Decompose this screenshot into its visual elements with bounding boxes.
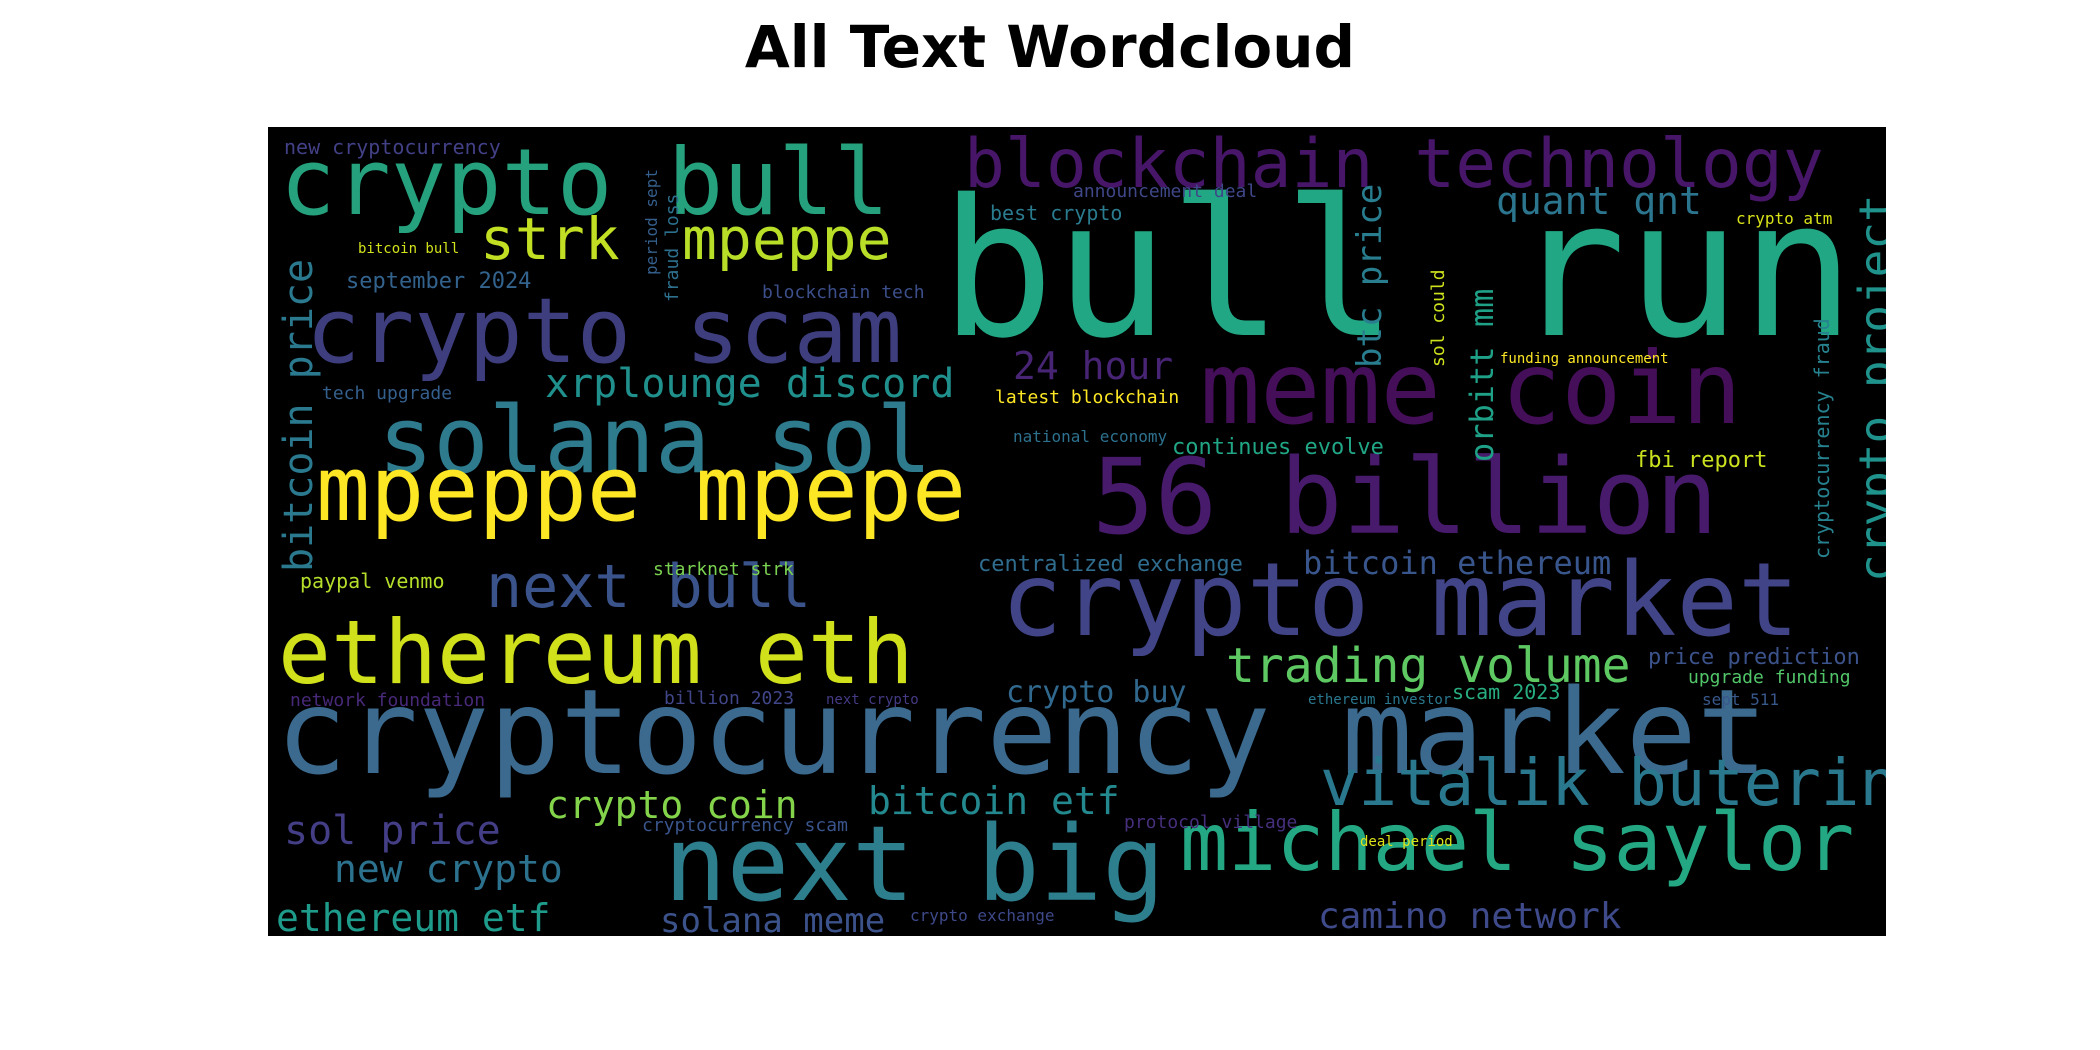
wordcloud-canvas: bull run cryptocurrency market 56 billion c… (268, 127, 1886, 936)
wordcloud-word: sol price (284, 808, 501, 854)
wordcloud-word: september 2024 (346, 269, 532, 294)
wordcloud-word: 24 hour (1013, 344, 1174, 388)
wordcloud-word: ethereum eth (278, 601, 914, 704)
wordcloud-word: sept 511 (1702, 690, 1780, 709)
wordcloud-word: mpeppe (682, 205, 892, 273)
wordcloud-word: new cryptocurrency (284, 135, 501, 159)
wordcloud-word: mpeppe mpepe (316, 437, 967, 542)
wordcloud-word: next bull (486, 552, 812, 622)
wordcloud-word: next crypto (826, 692, 919, 708)
wordcloud-word: deal period (1360, 834, 1453, 850)
wordcloud-word: cryptocurrency scam (642, 815, 848, 836)
wordcloud-word: crypto bull (280, 129, 890, 236)
wordcloud-word: strk (480, 205, 620, 273)
wordcloud-word: 56 billion (1092, 436, 1719, 558)
wordcloud-word: quant qnt (1496, 179, 1702, 223)
wordcloud-word: sol could (1428, 269, 1449, 367)
wordcloud-word: fbi report (1635, 448, 1768, 473)
wordcloud-word: period sept (642, 169, 661, 275)
wordcloud-word: billion 2023 (664, 688, 795, 709)
wordcloud-word: tech upgrade (322, 383, 453, 404)
wordcloud-word: fraud loss (662, 193, 683, 302)
wordcloud-word: cryptocurrency fraud (1810, 318, 1834, 559)
wordcloud-word: national economy (1013, 427, 1168, 446)
wordcloud-word: ethereum investor (1308, 692, 1452, 708)
wordcloud-word: best crypto (990, 201, 1123, 225)
wordcloud-word: centralized exchange (978, 552, 1243, 577)
wordcloud-word: bull run (940, 159, 1856, 380)
wordcloud-word: continues evolve (1172, 435, 1384, 460)
wordcloud-word: crypto atm (1736, 209, 1833, 228)
wordcloud-word: upgrade funding (1688, 667, 1851, 688)
wordcloud-word: orbitt mm (1463, 288, 1501, 462)
wordcloud-word: bitcoin bull (358, 241, 460, 257)
wordcloud-word: trading volume (1226, 638, 1631, 694)
wordcloud-word: btc price (1350, 183, 1390, 368)
wordcloud-word: latest blockchain (995, 387, 1180, 408)
figure-title: All Text Wordcloud (744, 13, 1356, 81)
wordcloud-word: funding announcement (1500, 351, 1669, 367)
wordcloud-word: crypto market (1001, 541, 1800, 660)
wordcloud-word: scam 2023 (1452, 680, 1561, 704)
wordcloud-word: solana sol (378, 387, 932, 494)
wordcloud-word: network foundation (290, 690, 486, 711)
wordcloud-word: crypto scam (306, 279, 903, 384)
wordcloud-word: announcement deal (1073, 181, 1258, 202)
wordcloud-word: vitalik buterin (1320, 747, 1886, 821)
wordcloud-word: new crypto (334, 847, 563, 891)
wordcloud-word: blockchain technology (964, 127, 1824, 204)
wordcloud-word: protocol village (1124, 812, 1298, 833)
wordcloud-word: camino network (1318, 896, 1622, 936)
wordcloud-word: meme coin (1200, 330, 1742, 447)
wordcloud-word: blockchain tech (762, 282, 925, 303)
wordcloud-word: solana meme (660, 901, 886, 936)
wordcloud-word: bitcoin etf (868, 779, 1120, 823)
wordcloud-word: bitcoin price (276, 258, 322, 572)
wordcloud-word: michael saylor (1180, 796, 1855, 889)
wordcloud-word: bitcoin ethereum (1303, 544, 1612, 582)
wordcloud-word: xrplounge discord (545, 361, 955, 407)
wordcloud-word: price prediction (1648, 645, 1860, 670)
wordcloud-word: crypto project (1849, 194, 1886, 582)
wordcloud-word: crypto coin (546, 783, 798, 827)
wordcloud-word: cryptocurrency market (276, 663, 1768, 801)
wordcloud-word: crypto exchange (910, 906, 1055, 925)
wordcloud-word: starknet strk (653, 559, 794, 580)
wordcloud-word: crypto buy (1006, 675, 1187, 710)
wordcloud-word: ethereum etf (276, 896, 551, 936)
wordcloud-word: paypal venmo (300, 569, 445, 593)
wordcloud-word: next big (664, 803, 1165, 925)
